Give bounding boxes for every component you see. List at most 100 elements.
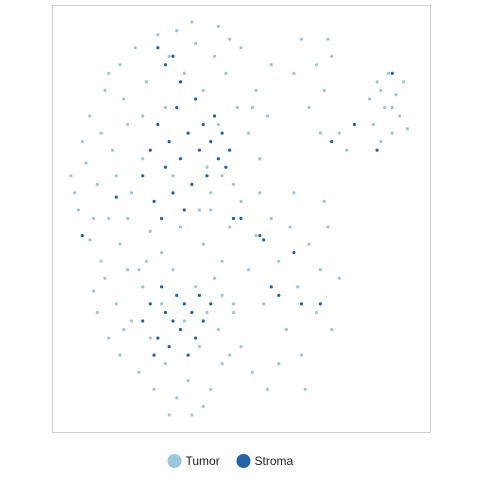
point xyxy=(269,63,273,67)
point xyxy=(126,122,130,127)
point xyxy=(178,327,183,332)
point xyxy=(141,114,145,118)
point xyxy=(194,336,198,340)
point xyxy=(209,302,213,306)
point xyxy=(220,362,224,366)
point xyxy=(84,161,88,165)
point xyxy=(171,319,175,323)
point xyxy=(224,165,228,169)
point xyxy=(148,229,152,233)
point xyxy=(315,310,319,315)
point xyxy=(322,88,326,92)
point xyxy=(231,182,236,186)
point xyxy=(250,370,254,374)
point xyxy=(345,148,349,152)
legend-swatch xyxy=(236,454,251,468)
point xyxy=(212,276,217,280)
point xyxy=(330,327,334,332)
point xyxy=(367,97,372,101)
point xyxy=(110,148,115,152)
point xyxy=(277,362,281,366)
point xyxy=(163,63,167,67)
point xyxy=(160,216,164,221)
point xyxy=(379,88,383,92)
point xyxy=(201,242,205,246)
points xyxy=(69,20,409,417)
point xyxy=(186,379,190,383)
point xyxy=(299,302,304,306)
point xyxy=(216,122,220,127)
point xyxy=(307,105,311,110)
point xyxy=(197,345,202,349)
point xyxy=(209,140,213,144)
point xyxy=(318,302,322,306)
point xyxy=(201,88,205,92)
legend-label: Tumor xyxy=(186,454,220,468)
point xyxy=(330,140,334,144)
point xyxy=(390,71,394,75)
point xyxy=(209,208,213,212)
point xyxy=(239,216,243,221)
point xyxy=(220,293,224,297)
point xyxy=(239,345,243,349)
point xyxy=(91,216,96,221)
point xyxy=(190,413,194,417)
point xyxy=(141,285,145,289)
point xyxy=(190,310,194,315)
point xyxy=(228,148,232,152)
point xyxy=(201,404,205,408)
point xyxy=(152,199,156,204)
point xyxy=(265,387,270,391)
point xyxy=(88,114,92,118)
point xyxy=(212,114,217,118)
point xyxy=(69,174,73,178)
point xyxy=(326,225,330,229)
point xyxy=(194,97,198,101)
point xyxy=(246,131,251,135)
point xyxy=(262,302,266,306)
point xyxy=(231,302,236,306)
point xyxy=(246,268,251,272)
point xyxy=(288,225,292,229)
point xyxy=(258,157,262,161)
point xyxy=(186,353,190,357)
point xyxy=(178,225,183,229)
point xyxy=(375,80,379,84)
point xyxy=(118,353,122,357)
point xyxy=(73,191,77,195)
point xyxy=(178,157,183,161)
point xyxy=(175,105,179,110)
point xyxy=(254,233,258,238)
point xyxy=(194,41,198,46)
point xyxy=(171,54,175,58)
point xyxy=(167,54,171,58)
legend: Tumor Stroma xyxy=(167,454,294,468)
legend-swatch xyxy=(167,454,182,468)
point xyxy=(398,114,402,118)
point xyxy=(99,259,103,263)
point xyxy=(167,140,171,144)
point xyxy=(197,208,202,212)
point xyxy=(80,140,84,144)
point xyxy=(107,71,111,75)
point xyxy=(126,268,130,272)
point xyxy=(258,191,262,195)
point xyxy=(178,80,183,84)
point xyxy=(99,131,103,135)
point xyxy=(80,233,84,238)
point xyxy=(265,114,270,118)
point xyxy=(148,302,152,306)
point xyxy=(258,233,262,238)
point xyxy=(239,199,243,204)
point xyxy=(182,71,186,75)
point xyxy=(292,71,296,75)
point xyxy=(141,174,145,178)
point xyxy=(114,302,118,306)
point xyxy=(231,310,236,315)
point xyxy=(284,327,288,332)
point xyxy=(394,93,398,97)
point xyxy=(352,122,356,127)
point xyxy=(292,191,296,195)
point xyxy=(103,88,107,92)
point xyxy=(163,362,167,366)
